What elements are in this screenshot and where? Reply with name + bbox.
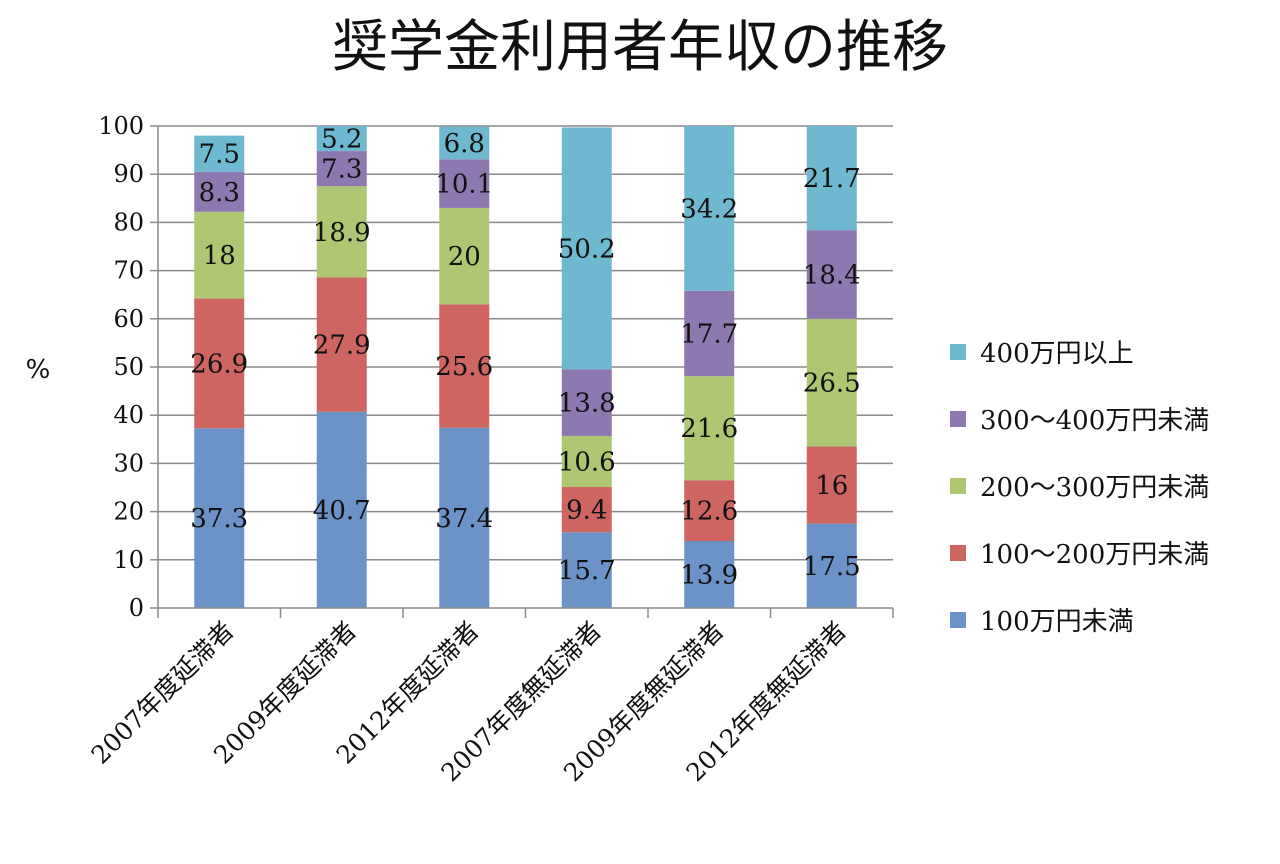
bar-segment: [439, 427, 490, 608]
data-label: 13.8: [558, 389, 616, 419]
legend-swatch: [950, 612, 966, 628]
data-label: 13.9: [680, 561, 738, 591]
legend-label: 300〜400万円未満: [980, 406, 1209, 436]
data-label: 8.3: [199, 178, 240, 208]
bar-segment: [561, 127, 612, 370]
legend-swatch: [950, 478, 966, 494]
bar-segment: [684, 541, 735, 608]
legend-swatch: [950, 344, 966, 360]
bar-segment: [439, 207, 490, 305]
bar-segment: [684, 126, 735, 291]
data-label: 5.2: [321, 125, 362, 155]
data-label: 10.6: [558, 447, 616, 477]
y-tick-label: 10: [113, 546, 144, 574]
data-label: 18.9: [313, 218, 371, 248]
data-label: 37.4: [435, 504, 493, 534]
bar-segment: [561, 369, 612, 436]
data-label: 17.7: [680, 320, 738, 350]
bar-segment: [194, 171, 245, 212]
bar-segment: [439, 304, 490, 428]
data-label: 17.5: [803, 552, 861, 582]
data-label: 6.8: [444, 129, 485, 159]
data-label: 20: [448, 242, 481, 272]
data-label: 10.1: [435, 170, 493, 200]
bar-segment: [316, 186, 367, 278]
legend-label: 200〜300万円未満: [980, 473, 1209, 503]
bar-segment: [684, 290, 735, 377]
data-label: 21.7: [803, 164, 861, 194]
bar-segment: [316, 411, 367, 608]
bar-segment: [194, 135, 245, 172]
data-label: 40.7: [313, 496, 371, 526]
data-label: 37.3: [190, 504, 248, 534]
bar-segment: [194, 428, 245, 608]
data-label: 12.6: [680, 497, 738, 527]
chart-title: 奨学金利用者年収の推移: [332, 15, 948, 80]
bars: [194, 126, 857, 608]
bar-segment: [561, 435, 612, 488]
bar-segment: [316, 151, 367, 187]
y-axis-label: %: [26, 355, 51, 385]
bar-segment: [561, 487, 612, 533]
data-label: 21.6: [680, 414, 738, 444]
legend-swatch: [950, 545, 966, 561]
y-tick-label: 80: [113, 208, 144, 236]
y-tick-label: 60: [113, 305, 144, 333]
bar-segment: [806, 230, 857, 319]
data-label: 15.7: [558, 556, 616, 586]
bar-segment: [561, 532, 612, 608]
data-label: 7.3: [321, 155, 362, 185]
bar-segment: [684, 376, 735, 481]
y-tick-label: 20: [113, 498, 144, 526]
y-tick-label: 0: [129, 594, 144, 622]
bar-segment: [806, 318, 857, 447]
y-tick-label: 40: [113, 401, 144, 429]
bar-segment: [806, 126, 857, 231]
bar-segment: [194, 211, 245, 299]
y-tick-label: 50: [113, 353, 144, 381]
legend: 400万円以上 300〜400万円未満 200〜300万円未満 100〜200万円未満…: [950, 339, 1209, 637]
data-label: 9.4: [566, 496, 607, 526]
legend-swatch: [950, 411, 966, 427]
data-label: 34.2: [680, 194, 738, 224]
data-label: 7.5: [199, 140, 240, 170]
bar-segment: [316, 277, 367, 412]
data-label: 16: [815, 471, 848, 501]
data-label: 18: [203, 241, 236, 271]
bar-segment: [194, 298, 245, 429]
data-label: 50.2: [558, 234, 616, 264]
bar-segment: [439, 159, 490, 208]
y-tick-label: 100: [98, 112, 144, 140]
data-label: 26.9: [190, 349, 248, 379]
legend-label: 400万円以上: [980, 339, 1134, 369]
data-label: 27.9: [313, 331, 371, 361]
bar-segment: [806, 446, 857, 524]
data-label: 25.6: [435, 352, 493, 382]
bar-segment: [806, 523, 857, 608]
legend-label: 100〜200万円未満: [980, 540, 1209, 570]
y-tick-label: 90: [113, 160, 144, 188]
y-tick-label: 30: [113, 449, 144, 477]
data-labels: 37.3 26.9 18 8.3 7.5 40.7 27.9 18.9 7.35.2 37.4 25…: [190, 125, 860, 591]
legend-label: 100万円未満: [980, 607, 1134, 637]
bar-segment: [316, 126, 367, 152]
data-label: 18.4: [803, 260, 861, 290]
bar-segment: [684, 480, 735, 542]
y-tick-label: 70: [113, 257, 144, 285]
bar-segment: [439, 126, 490, 160]
gridlines: [158, 125, 893, 561]
data-label: 26.5: [803, 369, 861, 399]
